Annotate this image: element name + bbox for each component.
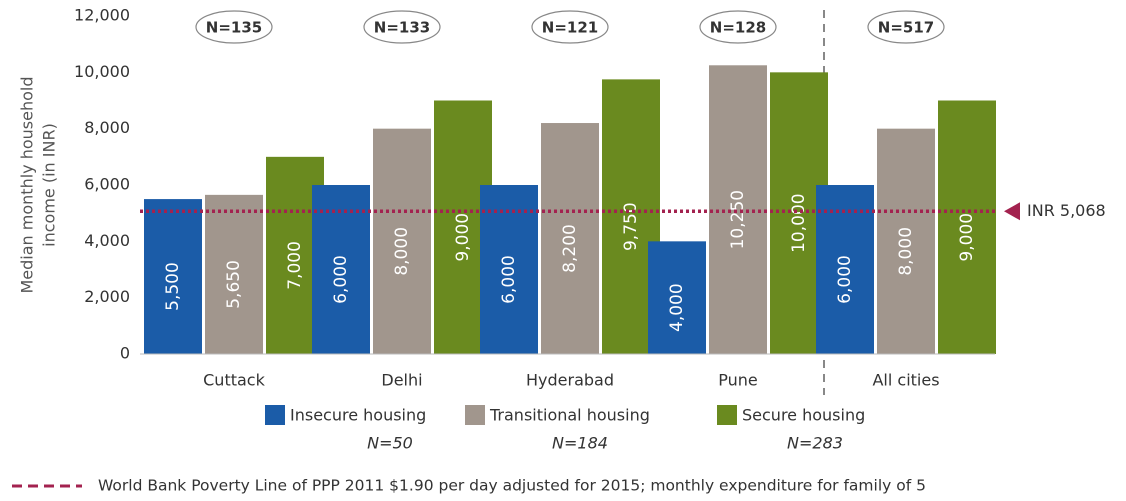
legend-swatch — [717, 405, 737, 425]
legend-swatch — [465, 405, 485, 425]
value-label: 6,000 — [835, 255, 855, 304]
value-label: 8,200 — [560, 224, 580, 273]
legend-swatch — [265, 405, 285, 425]
bar — [312, 185, 370, 354]
footnote: World Bank Poverty Line of PPP 2011 $1.9… — [98, 477, 926, 495]
value-label: 10,000 — [789, 193, 809, 252]
bar — [373, 128, 431, 354]
n-label: N=135 — [206, 19, 262, 37]
n-badge — [531, 10, 609, 44]
value-label: 5,500 — [163, 262, 183, 311]
bar — [480, 185, 538, 354]
bar — [877, 128, 935, 354]
bar — [816, 185, 874, 354]
x-tick-label: All cities — [872, 371, 939, 390]
value-label: 6,000 — [499, 255, 519, 304]
x-tick-label: Hyderabad — [526, 371, 614, 390]
value-label: 4,000 — [667, 283, 687, 332]
y-axis-title: Median monthly household income (in INR) — [18, 77, 59, 294]
y-tick-label: 10,000 — [74, 62, 130, 81]
n-badge — [867, 10, 945, 44]
x-tick-label: Cuttack — [203, 371, 265, 390]
value-label: 9,000 — [957, 213, 977, 262]
y-axis-title-line: income (in INR) — [40, 123, 59, 247]
y-tick-label: 6,000 — [84, 175, 130, 194]
legend-label: Secure housing — [742, 406, 865, 425]
value-label: 8,000 — [392, 227, 412, 276]
bar — [541, 123, 599, 355]
reference-label: INR 5,068 — [1027, 201, 1106, 220]
y-tick-label: 0 — [120, 344, 130, 363]
n-label: N=133 — [374, 19, 430, 37]
value-label: 9,000 — [453, 213, 473, 262]
y-tick-label: 12,000 — [74, 6, 130, 25]
legend-note: N=50 — [367, 434, 413, 453]
reference-marker — [1004, 202, 1020, 221]
n-label: N=121 — [542, 19, 598, 37]
x-tick-label: Delhi — [381, 371, 422, 390]
value-label: 10,250 — [728, 190, 748, 249]
legend-label: Transitional housing — [489, 406, 650, 425]
n-label: N=517 — [878, 19, 934, 37]
legend-note: N=283 — [787, 434, 843, 453]
n-badge — [699, 10, 777, 44]
value-label: 7,000 — [285, 241, 305, 290]
legend-label: Insecure housing — [290, 406, 426, 425]
bar — [648, 241, 706, 354]
bar — [205, 194, 263, 354]
y-tick-label: 4,000 — [84, 231, 130, 250]
n-badge — [363, 10, 441, 44]
y-tick-label: 2,000 — [84, 287, 130, 306]
value-label: 5,650 — [224, 260, 244, 309]
n-badge — [195, 10, 273, 44]
n-label: N=128 — [710, 19, 766, 37]
bar — [938, 100, 996, 354]
value-label: 8,000 — [896, 227, 916, 276]
bar — [144, 199, 202, 354]
x-tick-label: Pune — [718, 371, 758, 390]
y-tick-label: 8,000 — [84, 118, 130, 137]
value-label: 9,750 — [621, 202, 641, 251]
legend-note: N=184 — [552, 434, 608, 453]
value-label: 6,000 — [331, 255, 351, 304]
y-axis-title-line: Median monthly household — [18, 77, 37, 294]
